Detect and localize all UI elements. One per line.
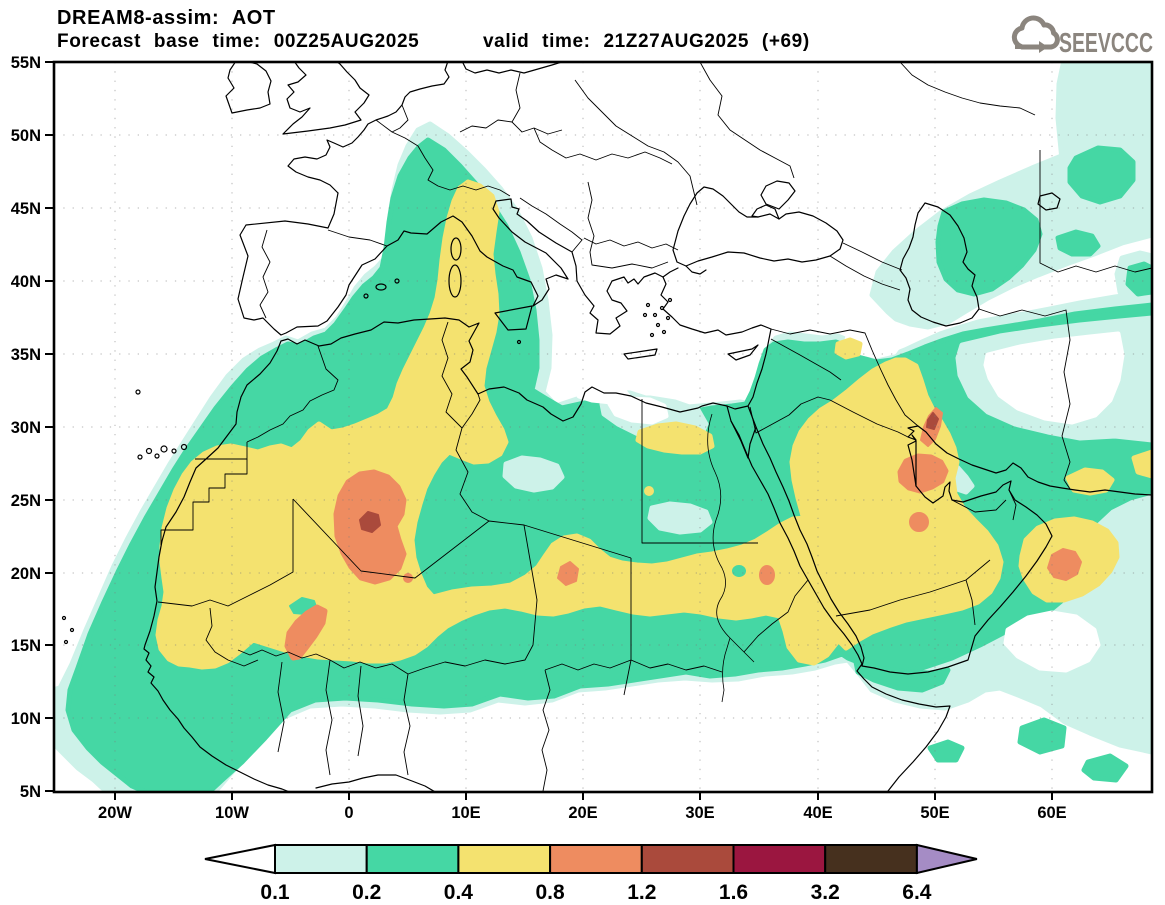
- contour-hole: [575, 383, 631, 405]
- contour-fill-layer: [54, 62, 1152, 792]
- cloud-icon: [1011, 15, 1060, 53]
- colorbar-label: 1.6: [719, 881, 748, 904]
- x-tick-label: 10E: [451, 804, 480, 822]
- contour-hole: [983, 331, 1125, 425]
- colorbar-label: 6.4: [902, 881, 932, 904]
- contour-region: [759, 565, 775, 585]
- colorbar-label: 0.8: [535, 881, 565, 904]
- y-tick-label: 20N: [11, 565, 41, 583]
- colorbar-label: 0.4: [444, 881, 474, 904]
- graticule-grid: [54, 62, 1150, 791]
- contour-region: [1047, 548, 1082, 581]
- y-axis-labels: 55N 50N 45N 40N 35N 30N 25N 20N 15N 10N 5N: [11, 54, 41, 801]
- x-tick-label: 30E: [685, 804, 714, 822]
- contour-region: [834, 337, 863, 360]
- contour-hole: [647, 501, 713, 535]
- x-tick-label: 20W: [98, 804, 132, 822]
- page-title: DREAM8-assim: AOT: [57, 7, 276, 29]
- rivers: [707, 413, 755, 703]
- colorbar-segment: [549, 844, 643, 874]
- contour-hole: [732, 565, 746, 577]
- colorbar-label: 1.2: [627, 881, 656, 904]
- arrow-icon: [1015, 41, 1048, 53]
- colorbar-segment: [640, 844, 735, 874]
- contour-region: [403, 573, 413, 583]
- colorbar-segment: [824, 844, 918, 874]
- colorbar-label: 0.1: [260, 881, 290, 904]
- contour-region: [1017, 717, 1067, 755]
- y-tick-label: 10N: [11, 710, 41, 728]
- y-tick-label: 25N: [11, 492, 41, 510]
- y-tick-label: 5N: [20, 783, 41, 801]
- x-tick-label: 40E: [803, 804, 832, 822]
- y-tick-label: 30N: [11, 419, 41, 437]
- colorbar-segment: [457, 844, 552, 874]
- colorbar-under-arrow: [204, 843, 276, 875]
- seevccc-logo: SEEVCCC: [1005, 14, 1157, 65]
- x-tick-label: 20E: [568, 804, 597, 822]
- contour-region: [359, 511, 381, 533]
- x-tick-label: 0: [344, 804, 353, 822]
- contour-region: [1067, 145, 1136, 205]
- forecast-base-time: Forecast base time: 00Z25AUG2025: [57, 31, 420, 52]
- valid-time: valid time: 21Z27AUG2025 (+69): [483, 31, 810, 52]
- y-tick-label: 40N: [11, 273, 41, 291]
- x-tick-label: 10W: [215, 804, 249, 822]
- y-tick-label: 45N: [11, 200, 41, 218]
- contour-region: [935, 197, 1043, 297]
- axis-ticks: [45, 61, 1053, 800]
- x-tick-label: 50E: [920, 804, 949, 822]
- logo-graphic: SEEVCCC: [1011, 15, 1153, 58]
- colorbar: 0.1 0.2 0.4 0.8 1.2 1.6 3.2 6.4: [204, 843, 978, 904]
- colorbar-label: 0.2: [352, 881, 381, 904]
- contour-region: [635, 421, 715, 455]
- contour-region: [1081, 753, 1129, 783]
- contour-region: [557, 561, 579, 586]
- contour-region: [1131, 449, 1152, 479]
- contour-hole: [1003, 610, 1101, 673]
- y-tick-label: 15N: [11, 637, 41, 655]
- colorbar-segment: [732, 844, 827, 874]
- y-tick-label: 50N: [11, 127, 41, 145]
- y-tick-label: 55N: [11, 54, 41, 72]
- contour-region: [155, 179, 853, 670]
- contour-region: [909, 512, 929, 532]
- y-tick-label: 35N: [11, 346, 41, 364]
- country-borders: [157, 62, 1152, 792]
- colorbar-segment: [365, 844, 460, 874]
- colorbar-segment: [274, 844, 368, 874]
- colorbar-label: 3.2: [811, 881, 840, 904]
- logo-text: SEEVCCC: [1059, 27, 1153, 58]
- colorbar-over-arrow: [915, 843, 978, 875]
- contour-region: [644, 486, 654, 496]
- contour-hole: [502, 455, 565, 493]
- contour-region: [1055, 229, 1101, 257]
- contour-region: [789, 357, 1004, 651]
- x-axis-labels: 20W 10W 0 10E 20E 30E 40E 50E 60E: [98, 804, 1067, 822]
- coastlines: [61, 62, 1152, 792]
- contour-region: [927, 739, 965, 763]
- x-tick-label: 60E: [1037, 804, 1066, 822]
